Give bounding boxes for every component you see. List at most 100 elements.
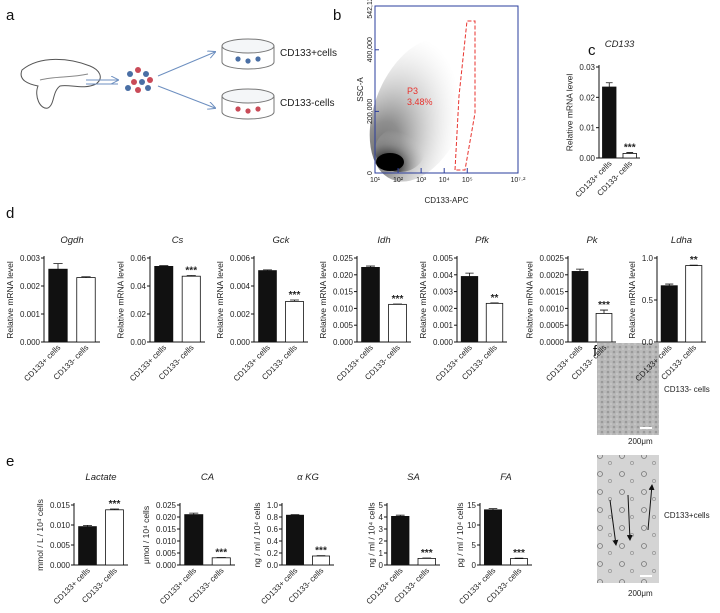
y-tick-label: 0.010 <box>50 521 71 530</box>
error-bar <box>290 514 300 516</box>
bar <box>258 270 277 343</box>
bar <box>184 514 204 566</box>
bar <box>417 558 436 566</box>
significance: *** <box>185 266 197 277</box>
y-tick-label: 0.000 <box>50 561 71 570</box>
bar <box>181 275 201 343</box>
y-tick-label: 15 <box>467 501 476 510</box>
y-axis-label: SSC-A <box>356 77 365 102</box>
error-bar <box>665 283 674 286</box>
y-axis-label: Relative mRNA level <box>116 261 126 339</box>
panel-label: a <box>6 7 15 24</box>
y-tick-label: 0.002 <box>433 304 454 313</box>
chart-title: SA <box>407 472 420 483</box>
significance: ** <box>491 293 499 304</box>
bar <box>211 557 231 566</box>
density-cloud <box>369 38 471 182</box>
y-tick-label: 0.005 <box>333 321 354 330</box>
scale-label: 200μm <box>628 589 653 598</box>
y-tick-label: 0.001 <box>433 321 454 330</box>
chart-title: Ldha <box>671 235 692 246</box>
y-tick-label: 200,000 <box>367 99 374 124</box>
error-bar <box>490 302 499 304</box>
significance: *** <box>392 294 404 305</box>
significance: *** <box>598 300 610 311</box>
cell-cluster <box>125 67 153 93</box>
bar <box>361 267 380 343</box>
y-tick-label: 0.00 <box>579 154 595 163</box>
y-tick-label: 0.015 <box>333 288 354 297</box>
y-tick-label: 0.0 <box>642 338 654 347</box>
bar <box>571 271 589 343</box>
error-bar <box>110 508 119 510</box>
dish-label: CD133+cells <box>280 48 337 59</box>
y-axis-label: Relative mRNA level <box>318 261 328 339</box>
y-tick-label: 0.04 <box>130 282 146 291</box>
dish <box>221 88 275 120</box>
y-tick-label: 0.003 <box>433 288 454 297</box>
y-tick-label: 0.015 <box>50 501 71 510</box>
error-bar <box>395 514 405 517</box>
y-tick-label: 0.003 <box>20 254 41 263</box>
schematic: CD133+cells CD133-cells <box>20 38 337 120</box>
gate-percent: 3.48% <box>407 97 433 107</box>
bar <box>660 285 678 343</box>
error-bar <box>159 265 169 267</box>
error-bar <box>605 82 613 88</box>
dish-label: CD133-cells <box>280 98 334 109</box>
y-tick-label: 0 <box>367 171 374 175</box>
error-bar <box>290 299 299 302</box>
y-tick-label: 0.005 <box>50 541 71 550</box>
y-axis-label: pg / ml / 10⁴ cells <box>455 502 465 567</box>
arrow <box>157 85 215 108</box>
significance: *** <box>109 499 121 510</box>
y-axis-label: Relative mRNA level <box>5 261 15 339</box>
error-bar <box>263 269 272 271</box>
bar <box>484 509 502 566</box>
y-tick-label: 0.002 <box>230 310 251 319</box>
bar <box>595 313 613 343</box>
chart-title: α KG <box>297 472 319 483</box>
y-axis-label: Relative mRNA level <box>418 261 428 339</box>
error-bar <box>53 263 63 270</box>
bar <box>510 558 528 566</box>
pancreas <box>20 58 101 109</box>
y-tick-label: 3 <box>379 525 384 534</box>
error-bar <box>626 152 634 154</box>
arrow <box>157 52 215 77</box>
chart-title: CA <box>201 472 214 483</box>
y-tick-label: 0.0010 <box>540 304 565 313</box>
arrows <box>609 484 655 546</box>
y-axis-label: Relative mRNA level <box>215 261 225 339</box>
bar <box>312 555 330 566</box>
gate-name: P3 <box>407 86 418 96</box>
panel-label: d <box>6 205 14 222</box>
y-tick-label: 0.0015 <box>540 288 565 297</box>
y-axis-label: Relative mRNA level <box>565 74 575 152</box>
y-axis-label: Relative mRNA level <box>524 261 534 339</box>
x-tick-label: 10⁷·² <box>511 177 527 184</box>
y-axis-label: ng / ml / 10⁴ cells <box>252 502 262 567</box>
error-bar <box>186 275 196 277</box>
dish <box>221 38 275 70</box>
y-axis-label: mmol / L / 10⁴ cells <box>35 499 45 571</box>
chart-title: FA <box>500 472 511 483</box>
y-tick-label: 0.001 <box>20 310 41 319</box>
y-tick-label: 0.010 <box>333 304 354 313</box>
y-tick-label: 5 <box>472 541 477 550</box>
x-tick-label: 10² <box>393 177 404 184</box>
y-axis-label: ng / ml / 10⁴ cells <box>366 502 376 567</box>
y-tick-label: 0.000 <box>156 561 177 570</box>
y-tick-label: 0.0025 <box>540 254 565 263</box>
significance: *** <box>513 548 525 559</box>
y-tick-label: 0.2 <box>267 549 279 558</box>
bar <box>388 303 407 343</box>
y-tick-label: 0.000 <box>20 338 41 347</box>
bar <box>485 302 504 343</box>
y-tick-label: 0.002 <box>20 282 41 291</box>
y-tick-label: 0.8 <box>267 513 279 522</box>
y-tick-label: 0.0020 <box>540 271 565 280</box>
y-tick-label: 0.01 <box>579 124 595 133</box>
y-tick-label: 0.025 <box>156 501 177 510</box>
bar <box>76 277 96 343</box>
